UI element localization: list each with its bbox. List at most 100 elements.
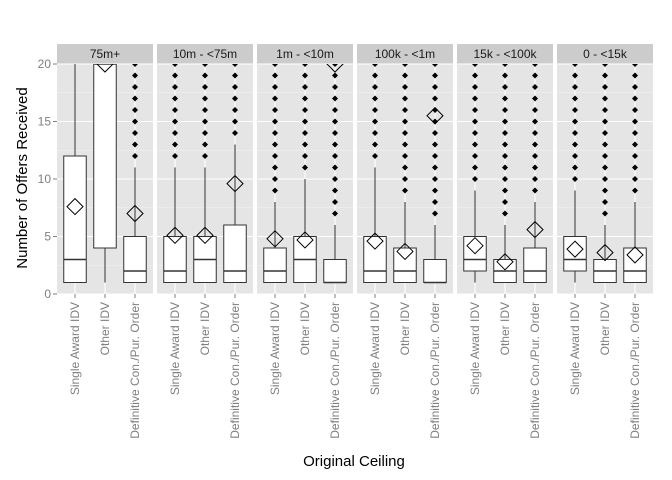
facet-strip	[257, 44, 353, 64]
outlier-point	[332, 107, 338, 113]
outlier-point	[502, 64, 508, 67]
x-tick-label: Definitive Con./Pur. Order	[228, 302, 242, 439]
mean-marker	[396, 242, 414, 261]
box-iqr	[393, 247, 417, 283]
outlier-point	[502, 153, 508, 159]
outlier-point	[602, 187, 608, 194]
outlier-point	[472, 107, 478, 113]
outlier-point	[632, 153, 638, 159]
outlier-point	[332, 84, 338, 90]
outlier-point	[432, 107, 438, 113]
mean-marker	[266, 230, 284, 248]
x-tick-label: Other IDV	[398, 302, 412, 355]
outlier-point	[402, 153, 408, 159]
outlier-point	[432, 118, 438, 125]
panels-layer: 75m+ Single Award IDV Other IDV Definitive …	[57, 44, 653, 439]
mean-marker	[296, 231, 314, 249]
boxplot	[263, 64, 287, 283]
outlier-point	[502, 210, 508, 217]
box-iqr	[523, 247, 547, 283]
outlier-point	[402, 84, 408, 90]
facet-panel: 0 - <15k Single Award IDV Other IDV Definit…	[557, 44, 653, 439]
outlier-point	[502, 118, 508, 125]
outlier-point	[502, 141, 508, 148]
outlier-point	[632, 130, 638, 136]
outlier-point	[602, 95, 608, 102]
outlier-point	[332, 210, 338, 217]
outlier-point	[232, 107, 238, 113]
facet-strip	[557, 44, 653, 64]
outlier-point	[372, 84, 378, 90]
outlier-point	[132, 84, 138, 90]
x-tick-label: Single Award IDV	[368, 302, 382, 395]
outlier-point	[472, 64, 478, 67]
outlier-point	[502, 95, 508, 102]
outlier-point	[232, 130, 238, 136]
x-tick-label: Other IDV	[98, 302, 112, 355]
outlier-point	[372, 72, 378, 79]
x-tick-label: Single Award IDV	[468, 302, 482, 395]
boxplot	[323, 64, 347, 284]
facet-panel: 100k - <1m Single Award IDV Other IDV Defin…	[357, 44, 453, 439]
outlier-point	[632, 72, 638, 79]
outlier-point	[532, 176, 538, 182]
outlier-point	[432, 141, 438, 148]
box-iqr	[423, 259, 447, 283]
outlier-point	[202, 64, 208, 67]
outlier-point	[502, 72, 508, 79]
outlier-point	[472, 176, 478, 182]
facet-strip	[157, 44, 253, 64]
outlier-point	[172, 107, 178, 113]
outlier-point	[472, 118, 478, 125]
outlier-point	[632, 164, 638, 171]
outlier-point	[502, 164, 508, 171]
outlier-point	[272, 130, 278, 136]
outlier-point	[432, 210, 438, 217]
outlier-point	[202, 118, 208, 125]
y-axis-title: Number of Offers Received	[14, 87, 31, 268]
mean-marker	[196, 226, 214, 245]
facet-strip-label: 15k - <100k	[473, 47, 537, 61]
outlier-point	[502, 107, 508, 113]
x-tick-label: Single Award IDV	[268, 302, 282, 395]
outlier-point	[332, 141, 338, 148]
outlier-point	[272, 84, 278, 90]
box-iqr	[123, 236, 147, 283]
outlier-point	[132, 72, 138, 79]
outlier-point	[532, 141, 538, 148]
outlier-point	[632, 64, 638, 67]
outlier-point	[532, 187, 538, 194]
outlier-point	[532, 95, 538, 102]
outlier-point	[302, 141, 308, 148]
outlier-point	[632, 118, 638, 125]
facet-strip-label: 10m - <75m	[173, 47, 237, 61]
outlier-point	[432, 176, 438, 182]
x-tick-label: Single Award IDV	[168, 302, 182, 395]
mean-marker	[226, 174, 244, 193]
outlier-point	[472, 84, 478, 90]
outlier-point	[332, 176, 338, 182]
boxplot	[293, 64, 317, 283]
facet-strip-label: 0 - <15k	[583, 47, 628, 61]
outlier-point	[602, 107, 608, 113]
outlier-point	[332, 95, 338, 102]
outlier-point	[272, 64, 278, 67]
outlier-point	[172, 130, 178, 136]
boxplot	[223, 64, 247, 283]
outlier-point	[232, 64, 238, 67]
outlier-point	[432, 199, 438, 205]
outlier-point	[332, 153, 338, 159]
outlier-point	[372, 118, 378, 125]
panel-content	[563, 64, 647, 283]
facet-panel: 15k - <100k Single Award IDV Other IDV Defi…	[457, 44, 553, 439]
outlier-point	[402, 72, 408, 79]
outlier-point	[432, 95, 438, 102]
outlier-point	[472, 72, 478, 79]
box-iqr	[323, 259, 347, 283]
outlier-point	[172, 95, 178, 102]
mean-marker	[96, 64, 114, 73]
outlier-point	[472, 164, 478, 171]
outlier-point	[202, 72, 208, 79]
outlier-point	[272, 153, 278, 159]
